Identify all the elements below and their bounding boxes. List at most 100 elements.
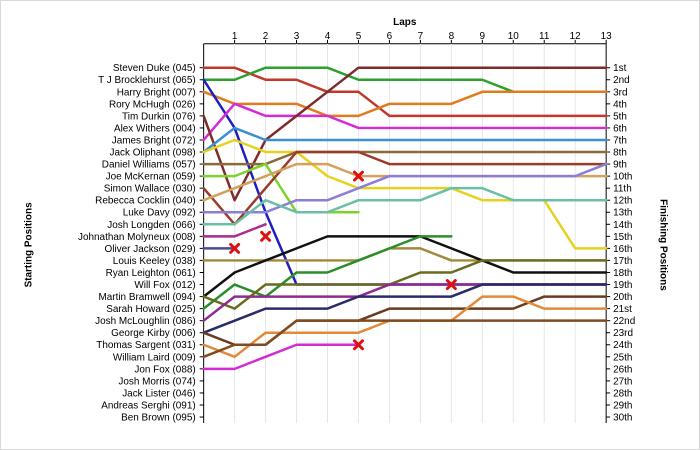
finishing-position-label: 7th [613,135,627,146]
series-line [202,186,608,226]
lap-tick-label: 3 [294,31,300,42]
series-line [202,247,608,262]
lap-tick-label: 10 [508,31,520,42]
finishing-position-label: 23rd [613,328,633,339]
finishing-position-label: 14th [613,220,632,231]
driver-label: Alex Withers (004) [114,123,196,134]
series-line [202,235,453,310]
driver-label: Ryan Leighton (061) [106,268,196,279]
driver-label: James Bright (072) [112,135,196,146]
right-axis-title: Finishing Positions [658,199,669,291]
series-line [202,162,360,214]
driver-label: Jack Lister (046) [122,388,195,399]
lap-tick-label: 4 [325,31,331,42]
series-layer [202,66,608,371]
finishing-position-label: 25th [613,352,632,363]
lap-tick-label: 12 [570,31,582,42]
finishing-position-label: 1st [613,63,626,74]
crash-marker [352,170,364,182]
driver-label: George Kirby (006) [111,328,196,339]
finishing-position-label: 9th [613,160,627,171]
finishing-position-label: 22nd [613,316,635,327]
driver-label: William Laird (009) [113,352,196,363]
series-line [202,126,608,154]
driver-label: Harry Bright (007) [117,87,196,98]
finishing-position-label: 27th [613,376,632,387]
left-axis-title: Starting Positions [23,202,34,287]
driver-label: Andreas Serghi (091) [101,400,195,411]
crash-layer [229,170,457,351]
series-line [202,343,360,371]
driver-label: Sarah Howard (025) [106,304,195,315]
finishing-position-label: 16th [613,244,632,255]
crash-marker [229,242,241,254]
series-line [202,295,608,359]
driver-label: Simon Wallace (030) [104,184,196,195]
driver-label: Daniel Williams (057) [102,160,196,171]
driver-label: Josh Morris (074) [118,376,195,387]
series-line [202,150,608,166]
lap-tick-label: 9 [480,31,486,42]
series-line [202,223,267,238]
lap-tick-label: 11 [539,31,550,42]
finishing-position-label: 29th [613,400,632,411]
label-layer: Steven Duke (045)T J Brocklehurst (065)H… [78,63,196,423]
finishing-position-label: 8th [613,148,627,159]
driver-label: Will Fox (012) [134,280,195,291]
lap-tick-label: 7 [418,31,424,42]
series-line [202,283,608,334]
driver-label: Steven Duke (045) [113,63,196,74]
driver-label: Thomas Sargent (031) [96,340,195,351]
series-line [202,66,608,202]
chart-title: Laps [393,17,417,28]
finishing-position-label: 6th [613,123,627,134]
lap-tick-label: 8 [449,31,455,42]
grid-layer [234,43,576,424]
crash-marker [445,279,457,291]
lap-tick-label: 1 [232,31,238,42]
series-line [202,283,608,322]
finishing-position-label: 5th [613,111,627,122]
crash-marker [260,230,272,242]
finishing-position-label: 21st [613,304,632,315]
finishing-position-label: 10th [613,172,632,183]
series-line [202,150,608,226]
finishing-position-label: 20th [613,292,632,303]
series-line [202,78,608,286]
series-line [202,259,608,310]
finishing-position-label: 28th [613,388,632,399]
series-line [202,162,608,214]
driver-label: Josh McLoughlin (086) [95,316,196,327]
driver-label: Oliver Jackson (029) [105,244,196,255]
finishing-position-label: 30th [613,413,632,424]
finishing-position-label: 2nd [613,75,630,86]
driver-label: Martin Bramwell (094) [98,292,195,303]
driver-label: Johnathan Molyneux (008) [78,232,196,243]
finishing-position-label: 12th [613,196,632,207]
series-line [202,90,608,118]
finishing-position-label: 24th [613,340,632,351]
finishing-position-label: 3rd [613,87,627,98]
lap-tick-label: 2 [263,31,269,42]
driver-label: Josh Longden (066) [107,220,195,231]
series-line [202,162,608,202]
driver-label: Jack Oliphant (098) [110,148,196,159]
driver-label: Jon Fox (088) [134,364,195,375]
finishing-position-label: 19th [613,280,632,291]
finishing-position-label: 18th [613,268,632,279]
driver-label: Joe McKernan (059) [106,172,196,183]
crash-marker [352,339,364,351]
driver-label: Tim Durkin (076) [122,111,196,122]
finishing-position-label: 13th [613,208,632,219]
lap-tick-label: 5 [356,31,362,42]
series-line [202,66,608,118]
lap-tick-label: 6 [387,31,393,42]
series-line [202,138,608,250]
finishing-position-label: 11th [613,184,632,195]
finishing-position-label: 15th [613,232,632,243]
lap-tick-label: 13 [601,31,613,42]
finishing-position-label: 17th [613,256,632,267]
series-line [202,319,608,359]
driver-label: Louis Keeley (038) [113,256,196,267]
